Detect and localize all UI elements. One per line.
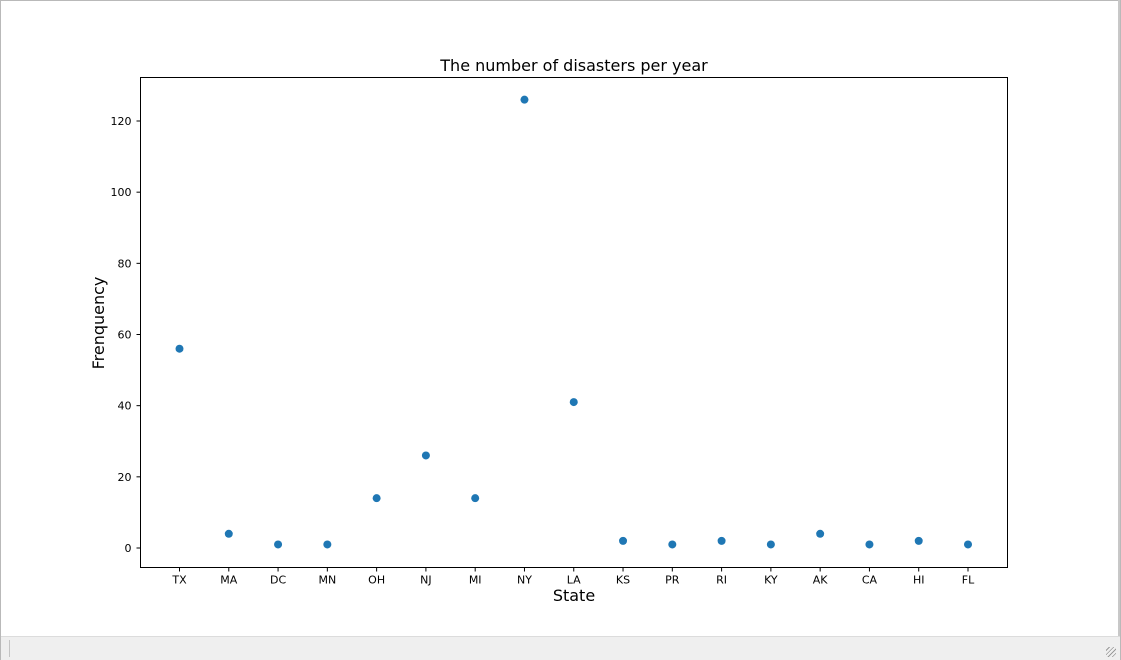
- data-point-ma: [224, 529, 233, 538]
- x-tick-label: OH: [368, 574, 385, 587]
- x-tick-label: MA: [220, 574, 237, 587]
- data-point-fl: [964, 540, 972, 549]
- x-tick-label: RI: [716, 574, 727, 587]
- resize-grip[interactable]: [1106, 647, 1116, 657]
- data-points: [175, 95, 972, 549]
- x-tick-label: NY: [517, 574, 532, 587]
- y-tick-label: 60: [118, 329, 132, 342]
- y-tick-label: 40: [118, 400, 132, 413]
- y-tick-label: 80: [118, 257, 132, 270]
- x-tick-label: NJ: [420, 574, 431, 587]
- status-bar-separator: [9, 640, 10, 657]
- data-point-pr: [668, 540, 677, 549]
- data-point-ri: [717, 536, 726, 545]
- x-tick-label: CA: [862, 574, 878, 587]
- data-point-ny: [520, 95, 529, 104]
- x-tick-label: PR: [665, 574, 680, 587]
- chart-title: The number of disasters per year: [439, 56, 708, 75]
- x-axis: TX MA DC MN OH NJ MI NY LA KS PR RI KY AK CA HI FL: [171, 567, 975, 587]
- x-axis-label: State: [553, 586, 595, 605]
- x-tick-label: DC: [270, 574, 286, 587]
- y-axis-label: Frenquency: [89, 277, 108, 370]
- x-tick-label: TX: [171, 574, 187, 587]
- data-point-mi: [471, 494, 480, 503]
- y-axis: 0 20 40 60 80 100 120: [111, 115, 141, 555]
- y-tick-label: 100: [111, 186, 132, 199]
- x-tick-label: LA: [567, 574, 581, 587]
- y-tick-label: 20: [118, 471, 132, 484]
- data-point-dc: [274, 540, 283, 549]
- x-tick-label: MN: [318, 574, 336, 587]
- data-point-nj: [421, 451, 430, 460]
- data-point-ca: [865, 540, 874, 549]
- scatter-chart: The number of disasters per year 0 20 40 60…: [89, 56, 1008, 605]
- x-tick-label: KS: [616, 574, 630, 587]
- y-tick-label: 120: [111, 115, 132, 128]
- x-tick-label: MI: [469, 574, 482, 587]
- window-right-edge: [1118, 0, 1120, 636]
- x-tick-label: KY: [764, 574, 778, 587]
- plot-area: [140, 77, 1008, 568]
- data-point-oh: [372, 494, 381, 503]
- data-point-ks: [619, 536, 628, 545]
- data-point-la: [569, 398, 578, 407]
- x-tick-label: HI: [913, 574, 925, 587]
- status-bar: [1, 636, 1120, 660]
- data-point-tx: [175, 344, 184, 353]
- y-tick-label: 0: [125, 542, 132, 555]
- data-point-ky: [766, 540, 775, 549]
- data-point-mn: [323, 540, 332, 549]
- data-point-hi: [914, 536, 923, 545]
- data-point-ak: [816, 529, 825, 538]
- x-tick-label: FL: [962, 574, 975, 587]
- x-tick-label: AK: [813, 574, 829, 587]
